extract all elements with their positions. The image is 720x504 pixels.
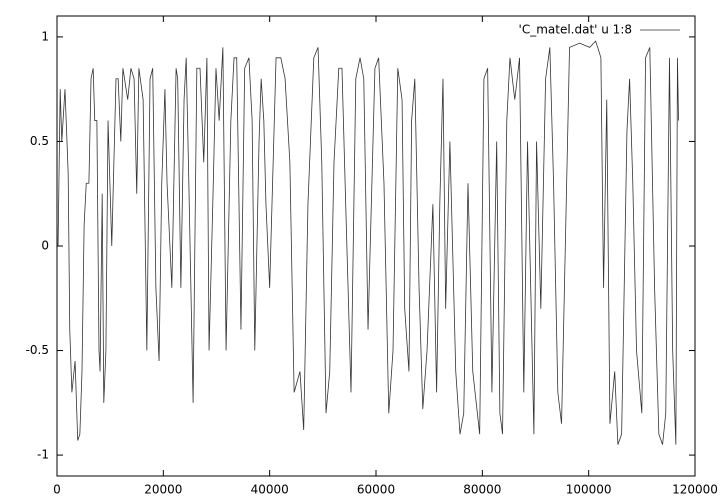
legend-label: 'C_matel.dat' u 1:8: [519, 23, 632, 37]
data-line: [57, 40, 679, 445]
y-tick-label: -1: [37, 448, 49, 462]
y-tick-label: 0: [41, 239, 49, 253]
x-tick-label: 60000: [357, 483, 395, 497]
x-tick-label: 40000: [251, 483, 289, 497]
x-tick-label: 20000: [144, 483, 182, 497]
x-tick-label: 120000: [672, 483, 718, 497]
x-tick-label: 0: [53, 483, 61, 497]
x-tick-label: 100000: [566, 483, 612, 497]
x-tick-label: 80000: [463, 483, 501, 497]
y-tick-label: 0.5: [30, 134, 49, 148]
y-tick-label: 1: [41, 29, 49, 43]
y-tick-label: -0.5: [26, 343, 49, 357]
